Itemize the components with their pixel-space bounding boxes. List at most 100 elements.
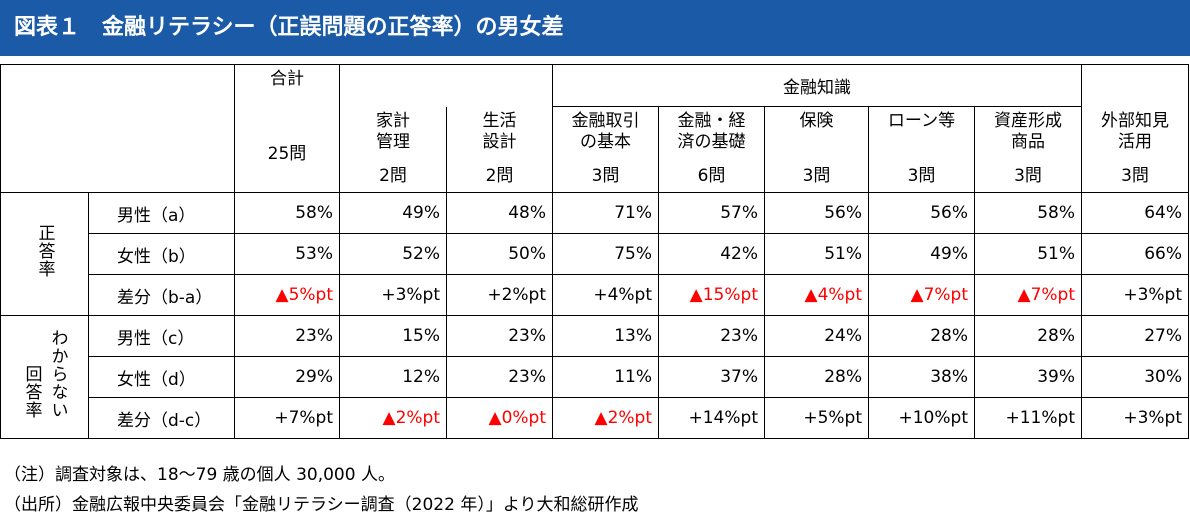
col-header-count: 6問	[697, 166, 726, 186]
table-cell: 51%	[764, 233, 869, 275]
table-cell: 24%	[764, 315, 869, 357]
col-total-label: 合計	[270, 69, 304, 89]
table-cell: 49%	[339, 192, 447, 234]
table-cell: 42%	[658, 233, 765, 275]
col-header-count: 3問	[907, 166, 936, 186]
row-label: 男性（c）	[88, 315, 235, 357]
table-cell: +7%pt	[234, 397, 340, 439]
table-cell: 28%	[974, 315, 1082, 357]
col-header-label: 金融・経 済の基礎	[677, 111, 746, 152]
col-header-count: 3問	[591, 166, 620, 186]
table-cell: +3%pt	[339, 274, 447, 316]
table-cell: 15%	[339, 315, 447, 357]
header-spacer	[339, 64, 553, 107]
row-label: 差分（d-c）	[88, 397, 235, 439]
table-cell: 71%	[552, 192, 659, 234]
header-corner	[0, 64, 235, 193]
source-text: （出所）金融広報中央委員会「金融リテラシー調査（2022 年）」より大和総研作成	[4, 495, 639, 515]
table-cell: 29%	[234, 356, 340, 398]
table-cell: 27%	[1081, 315, 1189, 357]
table-cell: +3%pt	[1081, 397, 1189, 439]
table-cell: ▲0%pt	[446, 397, 553, 439]
table-cell: 64%	[1081, 192, 1189, 234]
table-cell: 23%	[658, 315, 765, 357]
col-header-label: 資産形成 商品	[994, 111, 1062, 152]
section-unknown-label-right: わからない	[47, 329, 68, 419]
table-cell: ▲5%pt	[234, 274, 340, 316]
table-cell: +2%pt	[446, 274, 553, 316]
table-cell: +11%pt	[974, 397, 1082, 439]
table-cell: 49%	[868, 233, 975, 275]
col-total-header: 合計 25問	[234, 64, 340, 193]
table-cell: 48%	[446, 192, 553, 234]
col-header-count: 2問	[379, 165, 407, 186]
table-cell: 52%	[339, 233, 447, 275]
section-unknown-label-left: 回答率	[21, 365, 42, 419]
row-label: 差分（b-a）	[88, 274, 235, 316]
table-cell: 11%	[552, 356, 659, 398]
table-cell: +4%pt	[552, 274, 659, 316]
col-header-label: 家計 管理	[376, 110, 410, 152]
col-header-label: 金融取引 の基本	[571, 111, 640, 152]
table-cell: ▲15%pt	[658, 274, 765, 316]
table-cell: ▲7%pt	[868, 274, 975, 316]
table-cell: 28%	[868, 315, 975, 357]
table-cell: 56%	[868, 192, 975, 234]
col-header-label: 生活 設計	[482, 110, 517, 152]
table-cell: ▲4%pt	[764, 274, 869, 316]
table-cell: 23%	[446, 315, 553, 357]
table-cell: 23%	[446, 356, 553, 398]
table-cell: 58%	[234, 192, 340, 234]
col-header: 資産形成 商品 3問	[974, 106, 1082, 193]
table-cell: ▲2%pt	[339, 397, 447, 439]
col-header-count: 3問	[1121, 165, 1149, 186]
header-spacer	[1081, 64, 1189, 107]
section-correct-label: 正答率	[0, 192, 89, 316]
table-cell: 53%	[234, 233, 340, 275]
table-cell: 51%	[974, 233, 1082, 275]
table-cell: 50%	[446, 233, 553, 275]
table-cell: 66%	[1081, 233, 1189, 275]
table-cell: 37%	[658, 356, 765, 398]
col-header: ローン等 3問	[868, 106, 975, 193]
col-header-count: 3問	[802, 166, 831, 186]
table-cell: 23%	[234, 315, 340, 357]
col-header-count: 2問	[485, 165, 514, 186]
table-cell: ▲2%pt	[552, 397, 659, 439]
table-cell: 75%	[552, 233, 659, 275]
table-cell: 38%	[868, 356, 975, 398]
note-text: （注）調査対象は、18～79 歳の個人 30,000 人。	[4, 465, 395, 485]
col-header: 生活 設計 2問	[446, 106, 553, 193]
col-header-label: ローン等	[887, 111, 956, 131]
literacy-table: 合計 25問 金融知識 家計 管理 2問 生活 設計 2問 金融取引 の基本 3問 金融・経…	[0, 64, 1189, 439]
table-cell: +5%pt	[764, 397, 869, 439]
table-cell: 13%	[552, 315, 659, 357]
table-cell: +14%pt	[658, 397, 765, 439]
row-label: 女性（b）	[88, 233, 235, 275]
footnotes: （注）調査対象は、18～79 歳の個人 30,000 人。 （出所）金融広報中央…	[4, 460, 639, 520]
col-header: 保険 3問	[764, 106, 869, 193]
table-cell: 30%	[1081, 356, 1189, 398]
table-cell: ▲7%pt	[974, 274, 1082, 316]
table-cell: +3%pt	[1081, 274, 1189, 316]
table-cell: 28%	[764, 356, 869, 398]
col-header: 外部知見 活用 3問	[1081, 106, 1189, 193]
table-cell: 56%	[764, 192, 869, 234]
row-label: 女性（d）	[88, 356, 235, 398]
section-unknown-label: 回答率 わからない	[0, 315, 89, 439]
row-label: 男性（a）	[88, 192, 235, 234]
col-header: 金融取引 の基本 3問	[552, 106, 659, 193]
page-title: 図表１ 金融リテラシー（正誤問題の正答率）の男女差	[0, 0, 1190, 56]
group-knowledge-header: 金融知識	[552, 64, 1082, 107]
table-cell: +10%pt	[868, 397, 975, 439]
table-cell: 39%	[974, 356, 1082, 398]
table-cell: 12%	[339, 356, 447, 398]
col-total-count: 25問	[267, 144, 307, 164]
table-cell: 57%	[658, 192, 765, 234]
col-header-label: 保険	[799, 111, 834, 131]
col-header-label: 外部知見 活用	[1101, 110, 1169, 152]
table-cell: 58%	[974, 192, 1082, 234]
col-header-count: 3問	[1014, 166, 1042, 186]
col-header: 家計 管理 2問	[339, 106, 447, 193]
col-header: 金融・経 済の基礎 6問	[658, 106, 765, 193]
